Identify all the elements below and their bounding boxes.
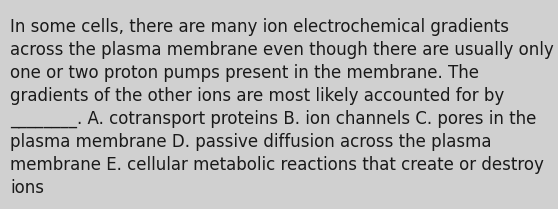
- Text: ions: ions: [10, 179, 44, 197]
- Text: membrane E. cellular metabolic reactions that create or destroy: membrane E. cellular metabolic reactions…: [10, 156, 544, 174]
- Text: one or two proton pumps present in the membrane. The: one or two proton pumps present in the m…: [10, 64, 479, 82]
- Text: ________. A. cotransport proteins B. ion channels C. pores in the: ________. A. cotransport proteins B. ion…: [10, 110, 536, 128]
- Text: In some cells, there are many ion electrochemical gradients: In some cells, there are many ion electr…: [10, 18, 509, 36]
- Text: gradients of the other ions are most likely accounted for by: gradients of the other ions are most lik…: [10, 87, 504, 105]
- Text: plasma membrane D. passive diffusion across the plasma: plasma membrane D. passive diffusion acr…: [10, 133, 492, 151]
- Text: across the plasma membrane even though there are usually only: across the plasma membrane even though t…: [10, 41, 554, 59]
